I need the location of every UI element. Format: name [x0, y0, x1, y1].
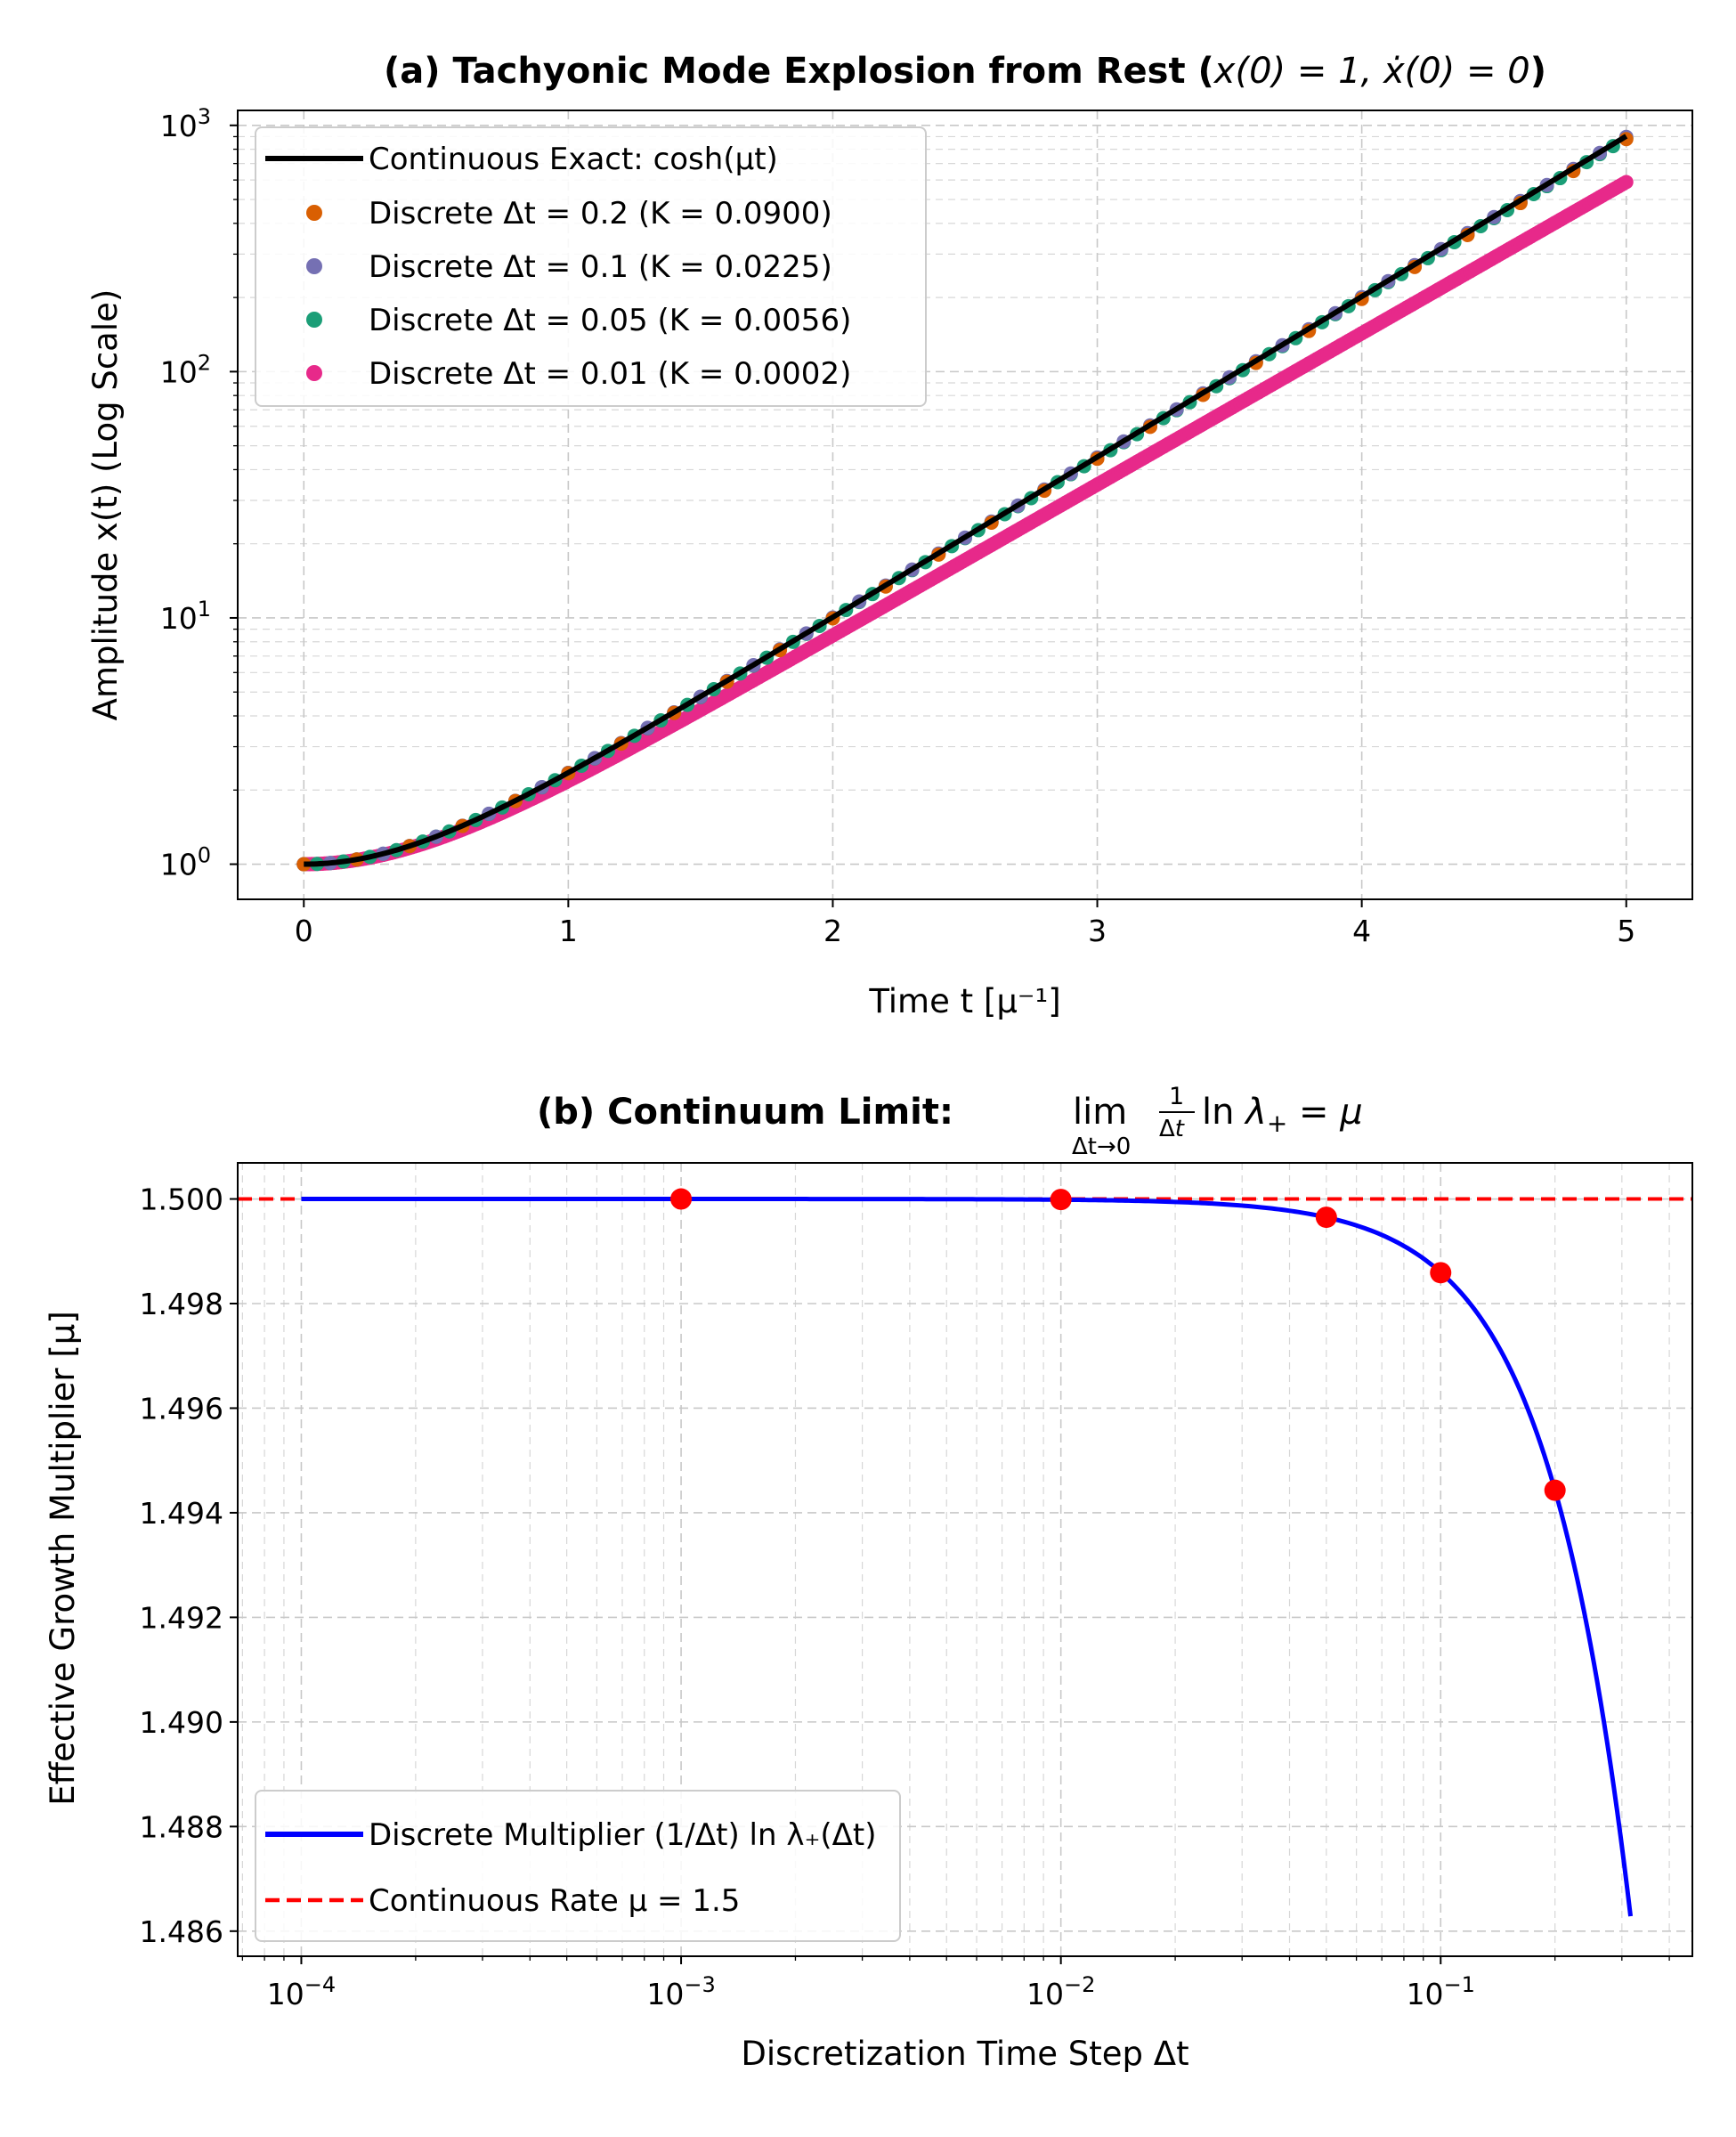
marker-b: [1050, 1189, 1072, 1211]
marker-a: [1618, 175, 1634, 190]
tick-label-b-y: 1.492: [140, 1600, 223, 1635]
legend-a-swatch-dt01: [306, 258, 322, 274]
panel-b-plot-area: [238, 1188, 1692, 1917]
panel-a-ticks: 100 101 102 103 0 1 2 3 4 5: [160, 104, 1636, 948]
legend-a-swatch-dt005: [306, 312, 322, 328]
tick-label-a-y: 102: [160, 350, 211, 389]
title-b-rhs: ln λ+ = μ: [1202, 1092, 1363, 1138]
panel-b-legend-box: [255, 1790, 901, 1942]
title-b-fraction-numerator: 1: [1169, 1083, 1184, 1110]
tick-label-a-y: 103: [160, 104, 211, 143]
tick-label-b-y: 1.486: [140, 1914, 223, 1949]
tick-label-b-y: 1.496: [140, 1391, 223, 1426]
legend-a-swatch-dt02: [306, 205, 322, 221]
tick-label-b-y: 1.494: [140, 1496, 223, 1531]
title-b-lim-subscript: Δt→0: [1072, 1134, 1131, 1160]
panel-b-title-formula: lim Δt→0 1 Δt ln λ+ = μ: [1072, 1083, 1363, 1160]
tick-label-a-y: 101: [160, 597, 211, 636]
legend-a-label-exact: Continuous Exact: cosh(μt): [369, 142, 778, 177]
panel-a-legend: Continuous Exact: cosh(μt) Discrete Δt =…: [255, 126, 927, 407]
panel-b: (b) Continuum Limit: lim Δt→0 1 Δt ln λ+…: [44, 1083, 1693, 2073]
panel-b-ticks: 10−4 10−3 10−2 10−1 1.486 1.488 1.490 1.492 1.49…: [140, 1182, 1670, 2011]
panel-b-legend: Discrete Multiplier (1/Δt) ln λ₊(Δt) Con…: [255, 1790, 901, 1942]
panel-a-legend-box: [255, 126, 927, 407]
tick-label-a-x: 2: [823, 914, 842, 948]
tick-label-a-x: 0: [295, 914, 313, 948]
panel-a-ylabel: Amplitude x(t) (Log Scale): [86, 289, 125, 721]
panel-b-axes-frame: [237, 1162, 1693, 1957]
marker-b: [670, 1188, 693, 1210]
panel-a: (a) Tachyonic Mode Explosion from Rest (…: [86, 51, 1693, 1020]
panel-b-ylabel: Effective Growth Multiplier [μ]: [44, 1311, 82, 1806]
tick-label-a-x: 1: [559, 914, 578, 948]
tick-label-a-x: 4: [1352, 914, 1371, 948]
tick-label-b-x: 10−2: [1026, 1972, 1095, 2011]
series-b-discrete-multiplier-line: [301, 1197, 1634, 1917]
tick-label-a-y: 100: [160, 843, 211, 882]
tick-label-b-y: 1.490: [140, 1705, 223, 1740]
tick-label-b-x: 10−3: [646, 1972, 715, 2011]
panel-a-title: (a) Tachyonic Mode Explosion from Rest (…: [384, 51, 1546, 92]
legend-a-label-dt02: Discrete Δt = 0.2 (K = 0.0900): [369, 196, 832, 232]
panel-b-xlabel: Discretization Time Step Δt: [741, 2035, 1188, 2073]
panel-a-plot-area: [296, 129, 1634, 872]
marker-b: [1430, 1262, 1452, 1284]
legend-a-label-dt001: Discrete Δt = 0.01 (K = 0.0002): [369, 356, 851, 392]
title-b-lim: lim: [1073, 1092, 1127, 1133]
panel-a-axes-frame: [237, 110, 1693, 900]
legend-a-label-dt005: Discrete Δt = 0.05 (K = 0.0056): [369, 303, 851, 338]
tick-label-a-x: 3: [1088, 914, 1107, 948]
tick-label-b-y: 1.498: [140, 1287, 223, 1321]
tick-label-a-x: 5: [1617, 914, 1635, 948]
marker-b: [1544, 1479, 1566, 1501]
tick-label-b-y: 1.488: [140, 1809, 223, 1844]
legend-b-label-multiplier: Discrete Multiplier (1/Δt) ln λ₊(Δt): [369, 1817, 877, 1853]
legend-a-swatch-dt001: [306, 365, 322, 381]
legend-b-label-rate: Continuous Rate μ = 1.5: [369, 1883, 740, 1919]
panel-a-xlabel: Time t [μ⁻¹]: [868, 982, 1060, 1020]
tick-label-b-x: 10−1: [1407, 1972, 1475, 2011]
marker-b: [1315, 1207, 1337, 1229]
panel-b-title: (b) Continuum Limit:: [537, 1092, 953, 1133]
series-a-exact-line: [304, 134, 1628, 867]
tick-label-b-x: 10−4: [267, 1972, 336, 2011]
legend-a-label-dt01: Discrete Δt = 0.1 (K = 0.0225): [369, 249, 832, 285]
title-b-fraction-denominator: Δt: [1159, 1116, 1185, 1142]
tick-label-b-y: 1.500: [140, 1182, 223, 1217]
